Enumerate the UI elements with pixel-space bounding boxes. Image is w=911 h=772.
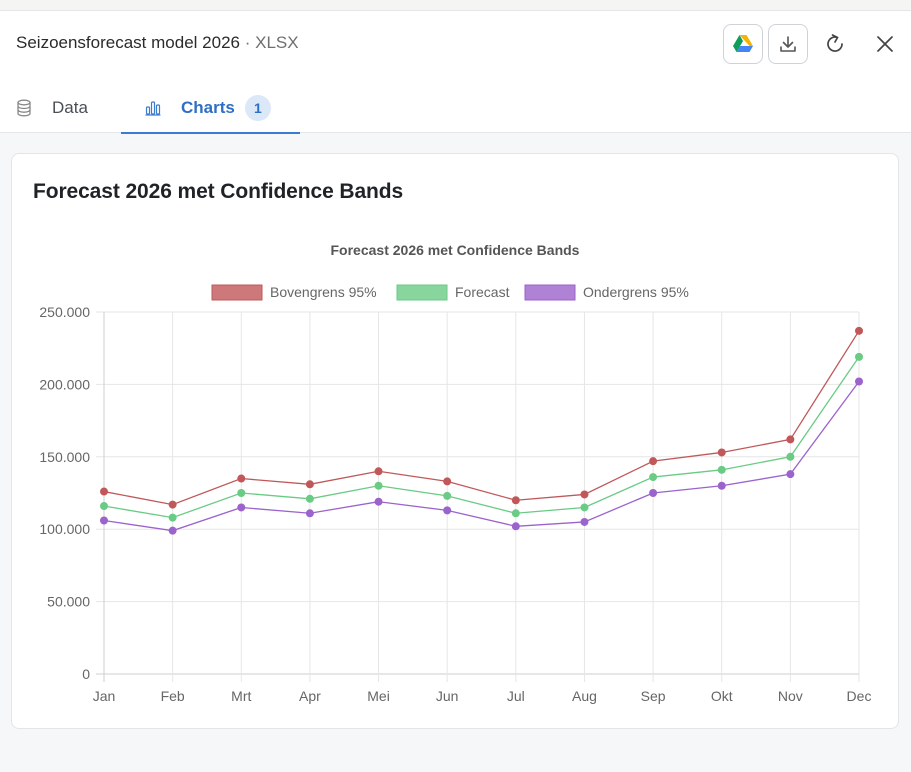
data-point[interactable] [649,457,658,466]
data-point[interactable] [580,490,589,499]
data-point[interactable] [717,481,726,490]
legend-label: Forecast [455,284,510,300]
legend-swatch [396,284,448,301]
legend-item[interactable]: Ondergrens 95% [524,284,689,301]
x-tick-label: Mei [367,688,390,704]
x-tick-label: Jan [93,688,116,704]
data-point[interactable] [511,509,520,518]
x-tick-label: Sep [641,688,666,704]
chart-card: Forecast 2026 met Confidence Bands Forec… [11,153,899,729]
data-point[interactable] [100,502,108,511]
data-point[interactable] [580,517,589,526]
y-tick-label: 50.000 [47,594,90,610]
title-separator: · [244,33,251,52]
data-point[interactable] [511,496,520,505]
data-point[interactable] [100,516,108,525]
data-point[interactable] [855,326,863,335]
series-line [103,356,860,519]
close-icon [877,36,893,52]
bar-chart-icon [145,100,161,116]
x-tick-label: Dec [847,688,872,704]
legend-swatch [211,284,263,301]
open-in-drive-button[interactable] [723,24,763,64]
download-icon [780,36,796,52]
tab-charts[interactable]: Charts 1 [121,83,300,134]
close-button[interactable] [870,29,900,59]
x-tick-label: Aug [572,688,597,704]
file-name: Seizoensforecast model 2026 [16,33,240,52]
data-point[interactable] [237,474,246,483]
window-top-strip [0,0,911,11]
x-tick-label: Feb [161,688,185,704]
x-axis: Jan Feb Mrt Apr Mei Jun Jul Aug Sep Okt Nov Dec [93,688,872,704]
x-tick-label: Nov [778,688,803,704]
data-point[interactable] [717,465,726,474]
x-tick-label: Apr [299,688,321,704]
chart-legend: Bovengrens 95% Forecast Ondergrens 95% [211,284,689,301]
google-drive-icon [733,35,753,52]
data-point[interactable] [786,470,795,479]
data-point[interactable] [855,377,863,386]
data-point[interactable] [786,435,795,444]
x-tick-label: Mrt [231,688,251,704]
data-point[interactable] [305,494,314,503]
legend-label: Ondergrens 95% [583,284,689,300]
chart-title: Forecast 2026 met Confidence Bands [331,242,580,258]
data-point[interactable] [374,481,383,490]
data-point[interactable] [374,467,383,476]
refresh-button[interactable] [820,29,850,59]
charts-count-badge: 1 [244,95,271,121]
series-line [103,381,860,532]
data-point[interactable] [374,497,383,506]
data-point[interactable] [717,448,726,457]
data-point[interactable] [100,487,108,496]
data-point[interactable] [649,473,658,482]
data-point[interactable] [168,513,177,522]
data-point[interactable] [237,503,246,512]
tab-data-label: Data [52,98,88,117]
legend-label: Bovengrens 95% [270,284,377,300]
refresh-icon [827,34,843,52]
y-tick-label: 0 [82,666,90,682]
tab-data[interactable]: Data [16,83,88,133]
data-point[interactable] [855,352,863,361]
data-point[interactable] [168,500,177,509]
data-point[interactable] [511,522,520,531]
file-type: XLSX [255,33,299,52]
header: Seizoensforecast model 2026 · XLSX [0,11,911,134]
y-tick-label: 250.000 [39,304,90,320]
x-tick-label: Jul [507,688,525,704]
x-tick-label: Okt [711,688,733,704]
legend-swatch [524,284,576,301]
file-title: Seizoensforecast model 2026 · XLSX [16,33,299,53]
tab-charts-label: Charts [181,98,235,117]
active-tab-indicator [121,132,300,134]
series-line [103,330,860,506]
y-tick-label: 100.000 [39,521,90,537]
line-chart: Forecast 2026 met Confidence Bands Boven… [39,242,872,704]
y-tick-label: 150.000 [39,449,90,465]
y-tick-label: 200.000 [39,376,90,392]
card-title: Forecast 2026 met Confidence Bands [33,180,404,203]
database-icon [16,99,32,117]
x-tick-label: Jun [436,688,459,704]
y-axis: 0 50.000 100.000 150.000 200.000 250.000 [39,304,90,682]
data-point[interactable] [649,489,658,497]
legend-item[interactable]: Bovengrens 95% [211,284,377,301]
chart-series [100,326,863,535]
data-point[interactable] [237,489,246,497]
data-point[interactable] [305,480,314,489]
data-point[interactable] [443,491,452,500]
legend-item[interactable]: Forecast [396,284,510,301]
data-point[interactable] [580,503,589,512]
data-point[interactable] [305,509,314,518]
download-button[interactable] [768,24,808,64]
data-point[interactable] [443,477,452,486]
chart-grid [96,311,860,682]
data-point[interactable] [786,452,795,461]
data-point[interactable] [443,506,452,515]
data-point[interactable] [168,526,177,535]
